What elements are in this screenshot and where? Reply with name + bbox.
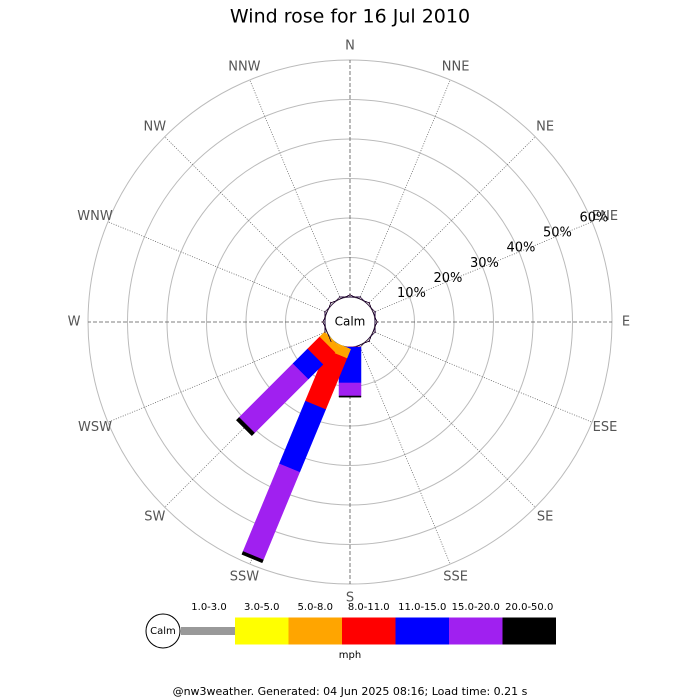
- bar-segment: [324, 296, 341, 313]
- spoke: [107, 331, 328, 423]
- direction-label: WSW: [78, 420, 112, 435]
- bar-segment: [368, 321, 378, 342]
- legend-calm: [145, 613, 181, 649]
- bar-segment: [338, 382, 362, 397]
- legend-swatch: [235, 617, 289, 645]
- legend-swatch: [342, 617, 396, 645]
- direction-label: NE: [536, 119, 554, 134]
- direction-label: SW: [144, 510, 165, 525]
- direction-label: SE: [537, 510, 553, 525]
- legend-label: 5.0-8.0: [298, 602, 333, 613]
- spoke: [372, 221, 593, 313]
- legend-label: 15.0-20.0: [452, 602, 500, 613]
- bar-segment: [235, 417, 255, 437]
- direction-label: WNW: [77, 209, 113, 224]
- legend-label: 1.0-3.0: [191, 602, 226, 613]
- direction-label: NW: [144, 119, 167, 134]
- bar-segment: [368, 302, 378, 323]
- direction-label: ENE: [592, 209, 618, 224]
- spoke: [164, 136, 333, 305]
- spoke: [249, 79, 341, 300]
- direction-label: SSW: [230, 569, 260, 584]
- bar-segment: [359, 331, 376, 348]
- bar-segment: [322, 302, 332, 323]
- bar-segment: [349, 340, 370, 350]
- legend-swatch: [181, 627, 235, 635]
- bar-segment: [322, 321, 332, 342]
- direction-label: NNE: [442, 60, 470, 75]
- bar-segment: [349, 294, 370, 304]
- r-tick-label: 30%: [470, 256, 499, 271]
- footer: @nw3weather. Generated: 04 Jun 2025 08:1…: [173, 685, 528, 698]
- spoke: [359, 79, 451, 300]
- direction-label: SSE: [443, 569, 468, 584]
- spoke: [107, 221, 328, 313]
- direction-label: NNW: [228, 60, 260, 75]
- legend-swatch: [449, 617, 503, 645]
- r-tick-label: 50%: [543, 226, 572, 241]
- legend-swatch: [395, 617, 449, 645]
- r-tick-label: 40%: [506, 241, 535, 256]
- chart-title: Wind rose for 16 Jul 2010: [230, 6, 470, 28]
- bar-segment: [241, 551, 264, 564]
- direction-label: ESE: [593, 420, 618, 435]
- legend-label: 20.0-50.0: [505, 602, 553, 613]
- ring: [206, 178, 494, 466]
- r-tick-label: 60%: [579, 210, 608, 225]
- calm-label: Calm: [335, 315, 366, 329]
- legend-calm-label: Calm: [150, 626, 176, 637]
- legend-label: 3.0-5.0: [244, 602, 279, 613]
- spoke: [359, 344, 451, 565]
- legend-label: 8.0-11.0: [348, 602, 390, 613]
- spoke: [367, 339, 536, 508]
- ring: [127, 99, 573, 545]
- r-tick-label: 10%: [397, 286, 426, 301]
- legend-swatch: [502, 617, 556, 645]
- legend-label: 11.0-15.0: [398, 602, 446, 613]
- r-tick-label: 20%: [433, 271, 462, 286]
- spoke: [367, 136, 536, 305]
- bar-segment: [330, 294, 351, 304]
- spoke: [372, 331, 593, 423]
- direction-label: N: [345, 39, 355, 54]
- bar-segment: [359, 296, 376, 313]
- direction-label: W: [68, 315, 81, 330]
- legend-swatch: [288, 617, 342, 645]
- direction-label: E: [622, 315, 630, 330]
- bar-segment: [338, 395, 362, 398]
- units: mph: [339, 650, 361, 661]
- direction-label: S: [346, 591, 354, 606]
